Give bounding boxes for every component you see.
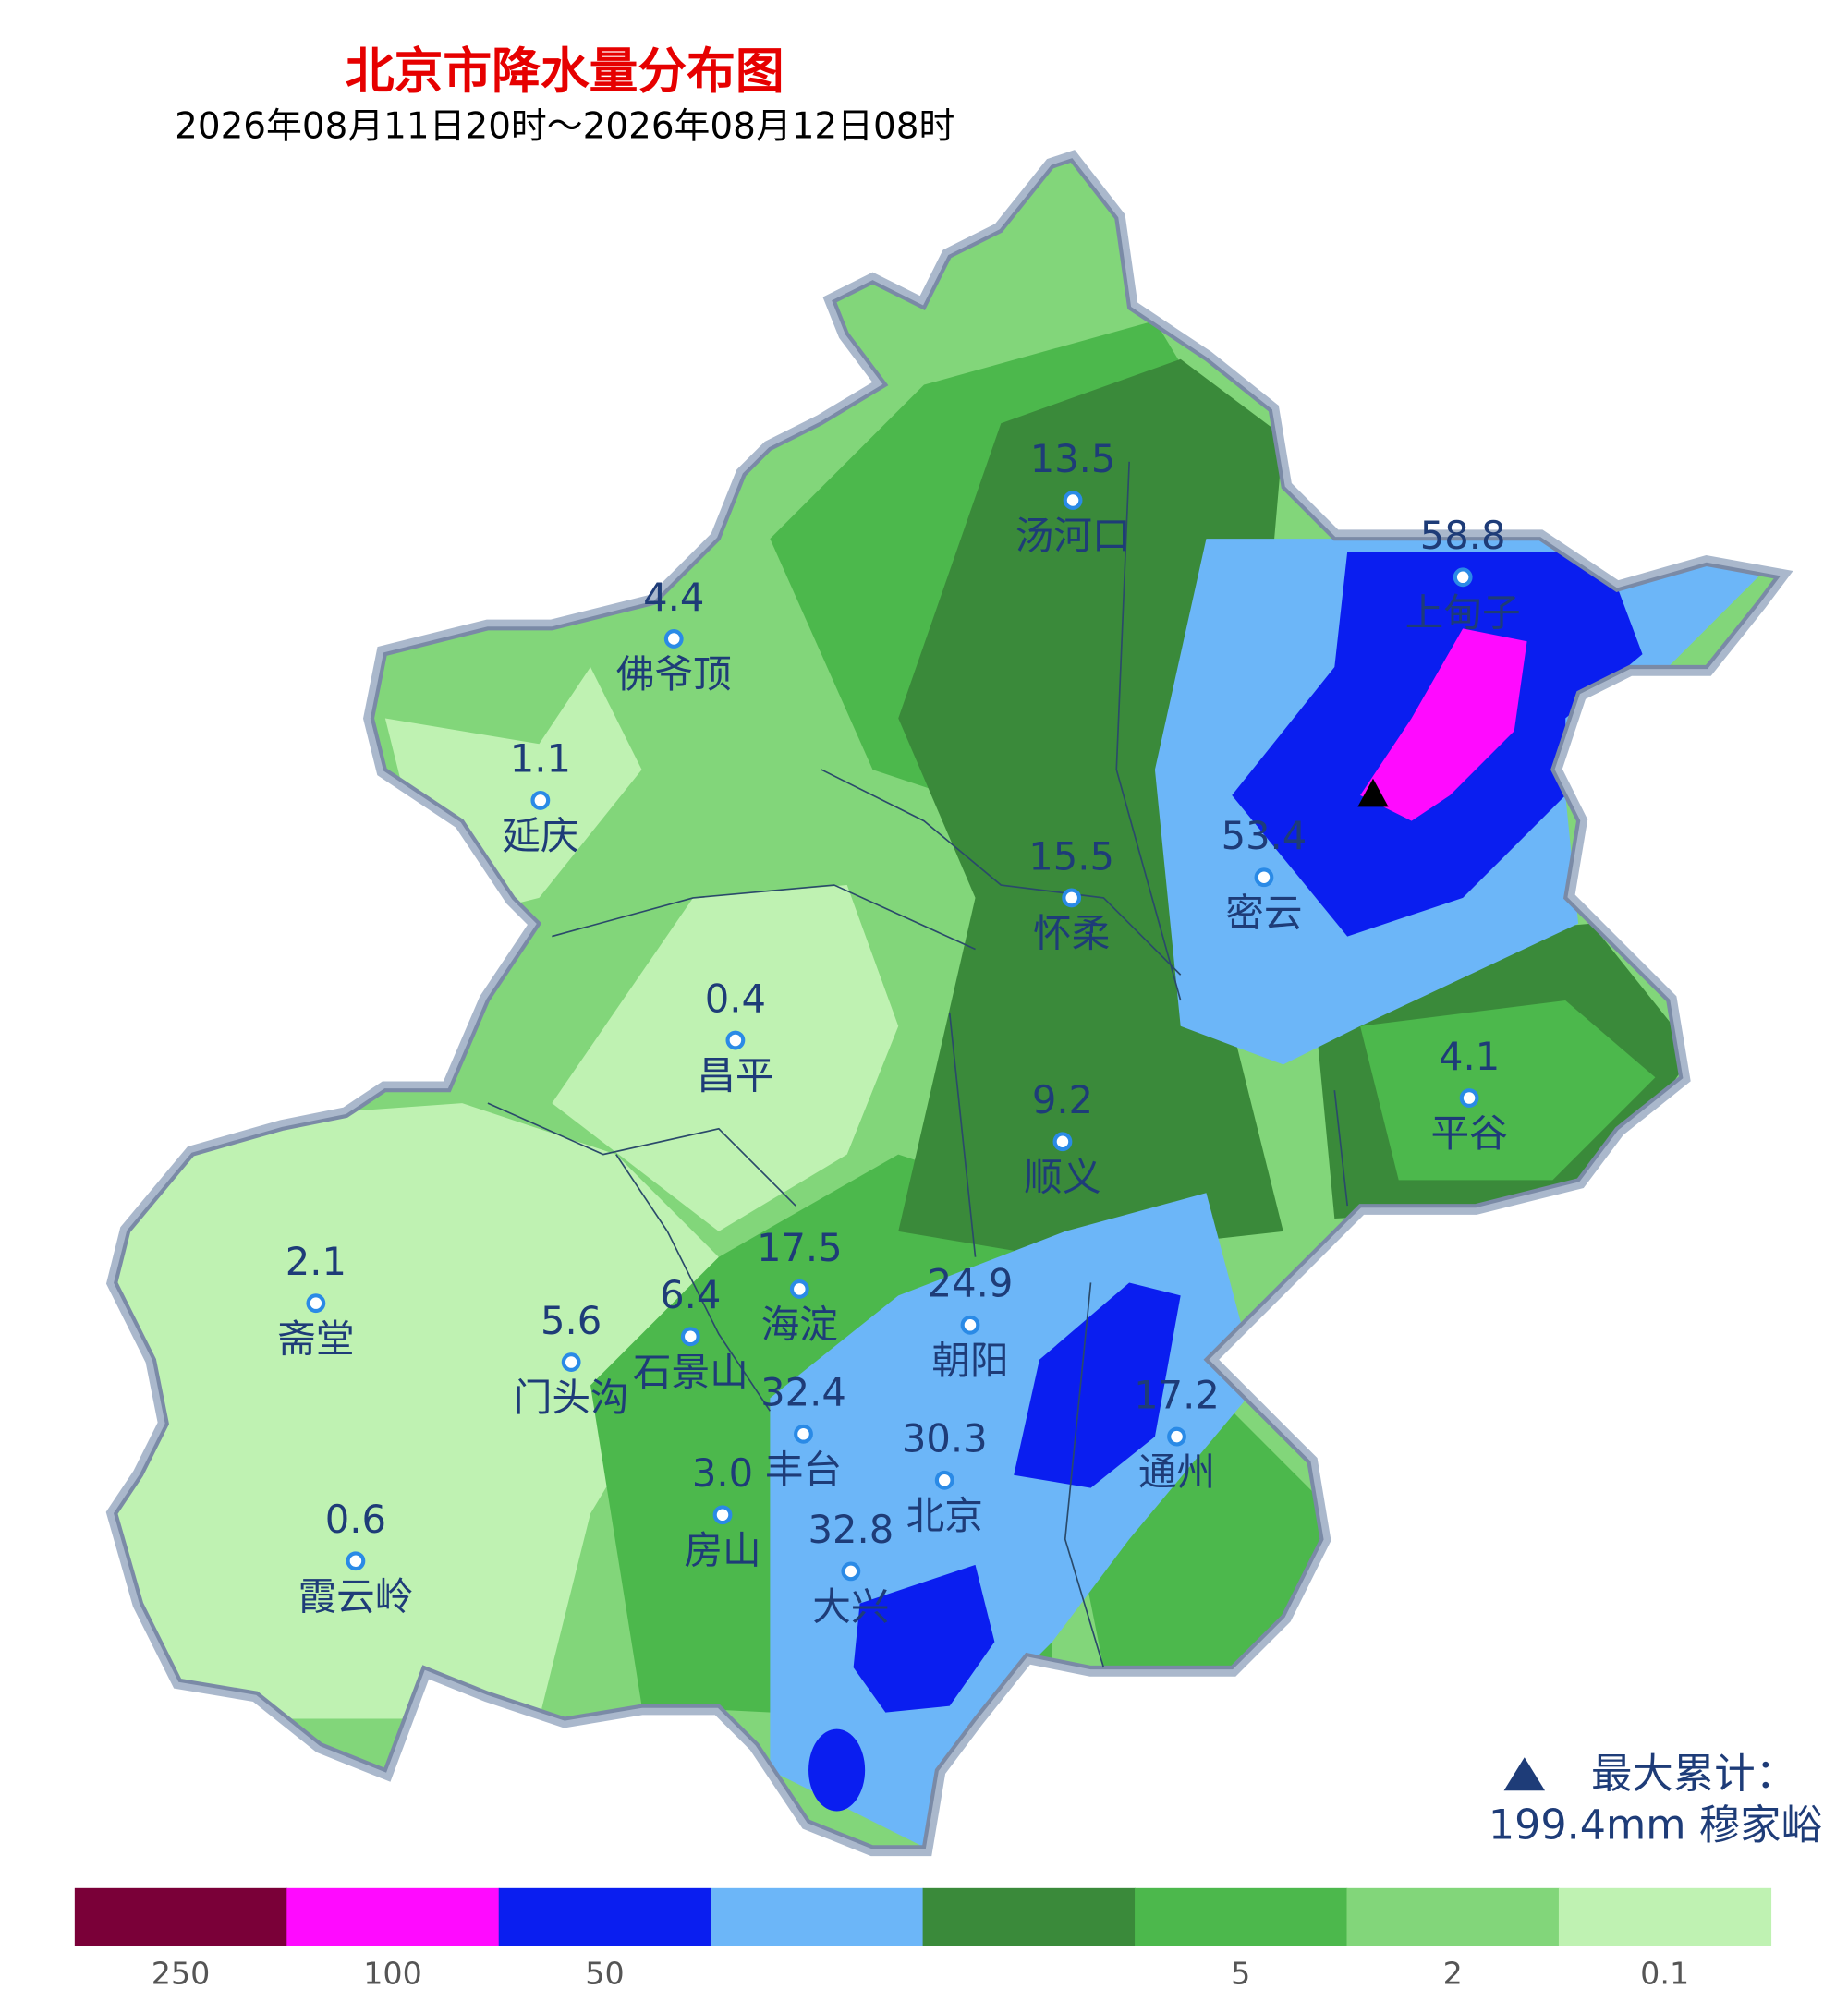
legend-label: 5: [1231, 1956, 1250, 1992]
station-name: 顺义: [1024, 1154, 1100, 1199]
station-dot: [1254, 867, 1274, 888]
station-dot: [712, 1505, 733, 1525]
legend-swatch: [498, 1887, 711, 1946]
station-dot: [1063, 491, 1083, 510]
station-dot: [794, 1424, 813, 1444]
station-value: 3.0: [692, 1450, 753, 1496]
station-dot: [934, 1470, 954, 1490]
station-dot: [789, 1279, 809, 1299]
station-value: 6.4: [660, 1272, 721, 1317]
station-dot: [680, 1327, 700, 1347]
station-dot: [561, 1352, 581, 1372]
station-dot: [306, 1293, 326, 1314]
station-value: 32.8: [808, 1507, 894, 1552]
station-value: 4.1: [1439, 1034, 1500, 1079]
legend-swatch: [711, 1887, 924, 1946]
district-borders: [487, 461, 1349, 1668]
legend-label: 50: [585, 1956, 624, 1992]
max-marker: [1357, 778, 1389, 807]
legend-swatch: [1135, 1887, 1348, 1946]
legend-swatch: [286, 1887, 500, 1946]
station-value: 0.4: [705, 976, 766, 1021]
legend-label: 0.1: [1640, 1956, 1689, 1992]
station-name: 北京: [906, 1493, 983, 1538]
map-subtitle: 2026年08月11日20时～2026年08月12日08时: [175, 105, 954, 147]
max-label: 最大累计：: [1591, 1751, 1796, 1798]
station-name: 延庆: [502, 813, 578, 858]
station-dot: [960, 1315, 980, 1335]
station-name: 朝阳: [931, 1338, 1008, 1383]
station-value: 4.4: [643, 575, 704, 620]
station-name: 怀柔: [1033, 911, 1110, 956]
station-name: 平谷: [1430, 1110, 1507, 1156]
station-value: 17.2: [1134, 1372, 1220, 1417]
legend-label: 2: [1443, 1956, 1463, 1992]
station-dot: [530, 790, 551, 810]
station-name: 汤河口: [1015, 513, 1131, 558]
station-dot: [1052, 1132, 1073, 1152]
legend-label: 250: [152, 1956, 211, 1992]
station-value: 0.6: [325, 1497, 386, 1542]
station-value: 1.1: [510, 736, 571, 782]
station-name: 霞云岭: [298, 1573, 413, 1619]
station-value: 24.9: [928, 1261, 1014, 1306]
legend-swatch: [1346, 1887, 1560, 1946]
map-title: 北京市降水量分布图: [346, 43, 784, 100]
station-name: 海淀: [761, 1302, 838, 1347]
legend: 250 100 50 5 2 0.1: [74, 1887, 1772, 1992]
station-name: 大兴: [812, 1584, 889, 1630]
station-name: 通州: [1138, 1449, 1215, 1495]
station-name: 佛爷顶: [616, 651, 732, 697]
legend-swatch: [922, 1887, 1136, 1946]
station-dot: [663, 629, 684, 649]
station-name: 丰台: [765, 1447, 842, 1492]
station-dot: [725, 1030, 746, 1050]
station-dot: [841, 1561, 861, 1582]
station-dot: [1453, 567, 1473, 588]
station-dot: [1167, 1426, 1186, 1447]
max-value: 199.4mm 穆家峪: [1489, 1802, 1822, 1849]
legend-swatch: [1558, 1887, 1772, 1946]
station-dot: [346, 1551, 366, 1571]
stations: 13.5 汤河口 58.8 上甸子 4.4 佛爷顶 1.1 延庆 53.4 密云 15.5 怀柔 0.4…: [277, 436, 1520, 1630]
station-name: 门头沟: [514, 1375, 629, 1420]
station-value: 30.3: [902, 1416, 988, 1461]
station-value: 53.4: [1222, 813, 1307, 858]
station-name: 斋堂: [277, 1316, 354, 1361]
station-value: 9.2: [1032, 1077, 1093, 1122]
station-value: 17.5: [757, 1225, 843, 1270]
station-value: 5.6: [541, 1298, 602, 1343]
station-name: 石景山: [633, 1349, 748, 1394]
station-name: 上甸子: [1405, 589, 1521, 635]
station-value: 32.4: [760, 1370, 846, 1415]
station-value: 58.8: [1420, 513, 1506, 558]
station-dot: [1459, 1088, 1479, 1108]
station-dot: [1062, 888, 1082, 908]
station-value: 15.5: [1028, 833, 1114, 879]
station-value: 13.5: [1030, 436, 1116, 481]
legend-label: 100: [363, 1956, 422, 1992]
station-name: 昌平: [697, 1053, 773, 1098]
station-name: 密云: [1225, 890, 1302, 935]
station-name: 房山: [684, 1527, 760, 1572]
legend-swatch: [74, 1887, 287, 1946]
station-value: 2.1: [286, 1239, 346, 1284]
legend-triangle: [1503, 1757, 1546, 1791]
